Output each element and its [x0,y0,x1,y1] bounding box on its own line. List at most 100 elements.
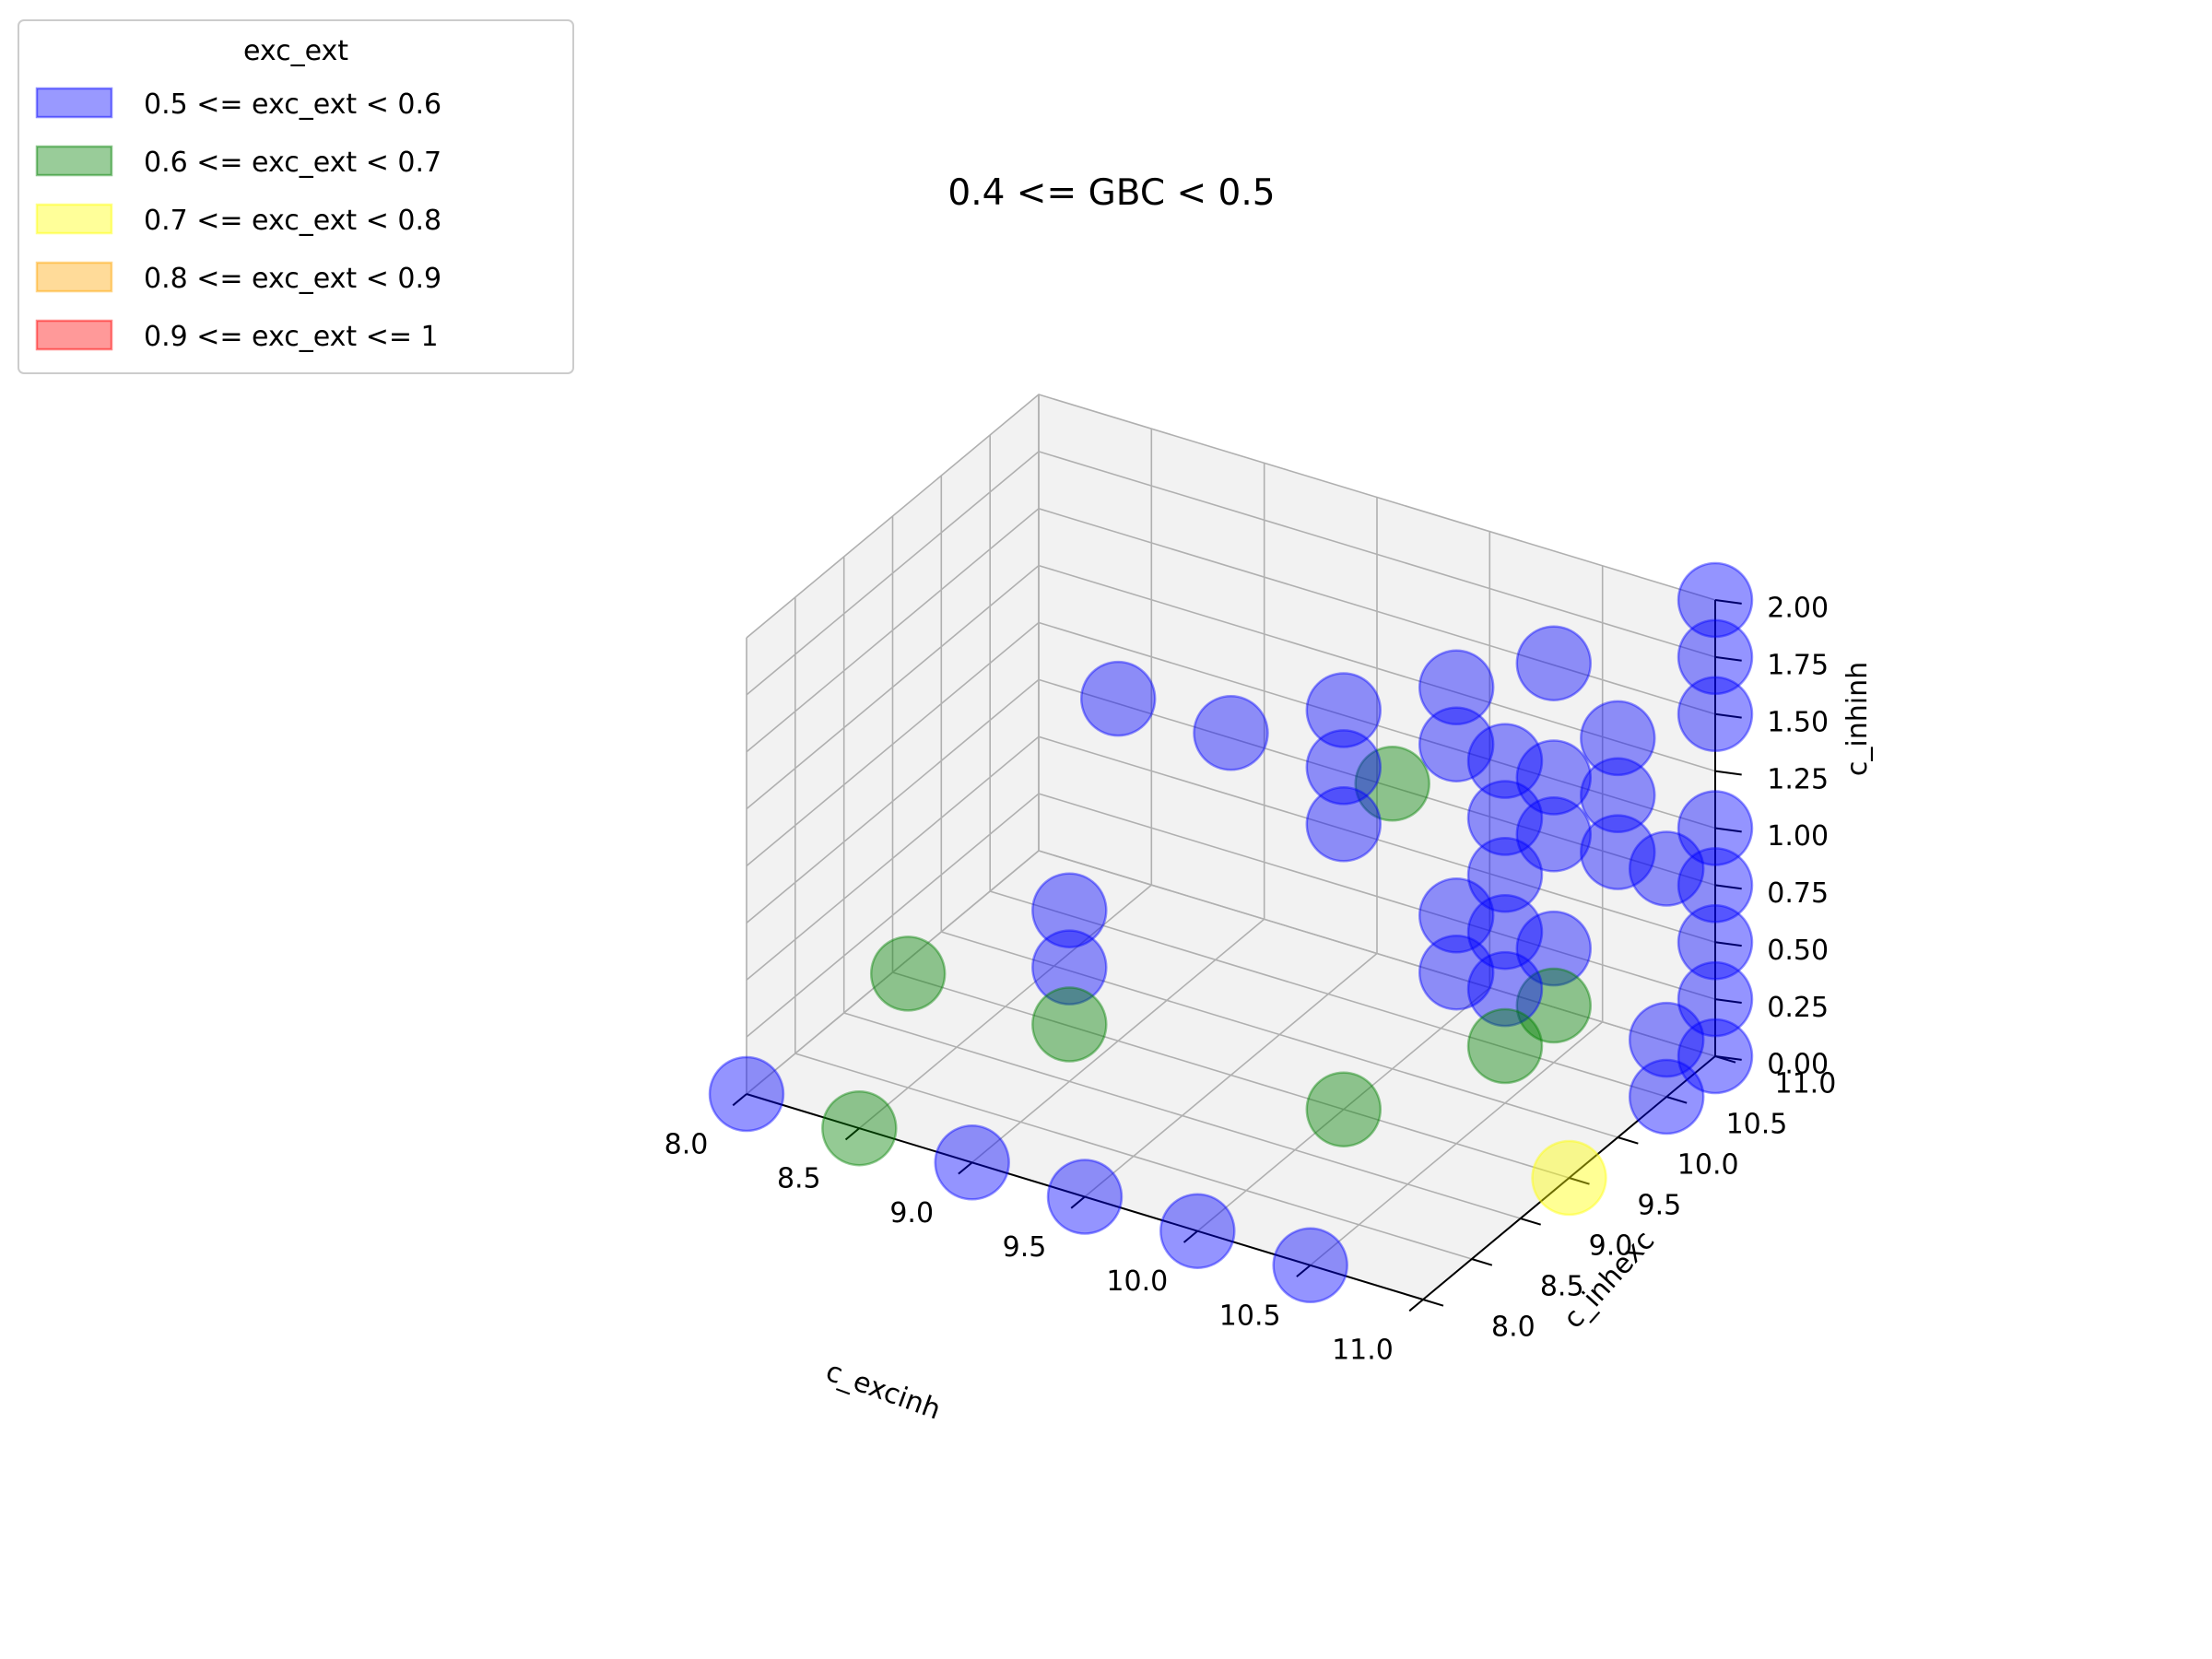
legend-entry-label: 0.8 <= exc_ext < 0.9 [144,263,441,295]
z-tick-label: 2.00 [1767,593,1829,625]
data-point-series-1 [1466,723,1544,799]
x-tick [1182,1230,1198,1243]
data-point-series-1 [1515,910,1593,987]
y-tick [1665,1096,1688,1104]
legend-swatch [35,203,113,235]
data-point-series-2 [869,935,947,1012]
data-point-series-1 [1677,1018,1754,1095]
z-tick [1714,599,1742,605]
z-tick-label: 0.00 [1767,1049,1829,1081]
grid-line-z [746,621,1716,867]
y-tick [1422,1299,1444,1307]
data-point-series-1 [1677,618,1754,696]
z-tick-label: 1.25 [1767,763,1829,795]
y-tick [1618,1136,1639,1145]
z-tick [1714,712,1742,719]
data-point-series-1 [1466,837,1544,913]
data-point-series-1 [1466,893,1544,971]
data-point-series-1 [1031,872,1108,948]
data-point-series-1 [1418,934,1495,1011]
data-point-series-1 [1580,757,1656,834]
data-point-series-1 [1272,1227,1348,1304]
data-point-series-2 [1515,967,1593,1044]
data-point-series-2 [1031,986,1108,1063]
data-point-series-1 [1677,960,1754,1038]
data-point-series-1 [1677,847,1754,924]
data-point-series-1 [1677,676,1754,753]
data-point-series-2 [1354,746,1430,822]
z-tick [1714,827,1742,833]
legend-entry-label: 0.9 <= exc_ext <= 1 [144,321,439,353]
data-point-series-1 [1628,1001,1705,1078]
x-tick-label: 9.0 [889,1197,934,1230]
x-tick [732,1093,747,1107]
data-point-series-2 [821,1089,898,1167]
data-point-series-3 [1531,1139,1607,1217]
y-tick-label: 10.5 [1726,1109,1788,1141]
data-point-series-1 [1159,1193,1236,1269]
x-tick [1296,1265,1312,1277]
grid-line-z [746,735,1716,981]
data-points [708,561,1754,1304]
z-tick-label: 0.50 [1767,935,1829,967]
y-tick-label: 10.0 [1677,1149,1739,1182]
y-tick-label: 8.5 [1540,1271,1584,1303]
data-point-series-1 [1418,877,1495,954]
x-tick [844,1127,860,1141]
data-point-series-2 [1305,1071,1382,1147]
x-tick-label: 8.5 [777,1163,821,1195]
x-tick-label: 8.0 [665,1129,709,1161]
legend-swatch [35,319,113,351]
grid-line-z [746,451,1716,696]
y-tick-label: 9.5 [1638,1190,1682,1222]
grid-line-z [746,793,1716,1038]
z-tick [1714,655,1742,662]
data-point-series-1 [1515,739,1593,816]
z-tick [1714,998,1742,1005]
legend-title: exc_ext [243,35,348,67]
legend-swatch [35,261,113,293]
legend-entry-label: 0.6 <= exc_ext < 0.7 [144,147,441,179]
z-tick [1714,770,1742,776]
legend-frame [18,19,574,374]
grid-line-z [746,394,1716,639]
y-tick [1520,1218,1541,1226]
data-point-series-1 [1628,1058,1705,1135]
z-tick-label: 0.75 [1767,877,1829,910]
data-point-series-1 [1305,672,1382,748]
grid-line-z [746,564,1716,810]
data-point-series-1 [1580,814,1656,890]
x-tick [1408,1299,1424,1312]
data-point-series-1 [1515,625,1593,701]
data-point-series-1 [1515,796,1593,873]
data-point-series-1 [1677,561,1754,639]
z-tick [1714,1055,1742,1061]
x-tick-label: 10.5 [1219,1300,1281,1332]
x-tick [958,1161,973,1175]
y-tick-label: 8.0 [1491,1312,1535,1344]
y-tick-label: 11.0 [1775,1068,1837,1100]
x-tick-label: 9.5 [1003,1231,1047,1264]
y-tick [1569,1177,1590,1185]
z-tick-label: 1.50 [1767,707,1829,739]
data-point-series-1 [1418,649,1495,726]
data-point-series-1 [1193,695,1269,771]
z-tick-label: 1.00 [1767,820,1829,853]
data-point-series-1 [934,1124,1010,1201]
legend-swatch [35,145,113,177]
legend-entry-label: 0.5 <= exc_ext < 0.6 [144,88,441,121]
z-tick-label: 0.25 [1767,992,1829,1024]
y-tick [1471,1258,1493,1266]
grid-line-z [746,678,1716,924]
z-tick [1714,884,1742,890]
z-tick-label: 1.75 [1767,650,1829,682]
legend: exc_ext 0.5 <= exc_ext < 0.6 0.6 <= exc_e… [18,19,574,374]
data-point-series-1 [1580,700,1656,777]
grid-line-z [746,507,1716,753]
data-point-series-1 [1305,729,1382,806]
data-point-series-2 [1466,1007,1544,1085]
data-point-series-1 [1418,706,1495,782]
z-axis-label: c_inhinh [1841,662,1874,776]
grid-line-z [746,850,1716,1095]
